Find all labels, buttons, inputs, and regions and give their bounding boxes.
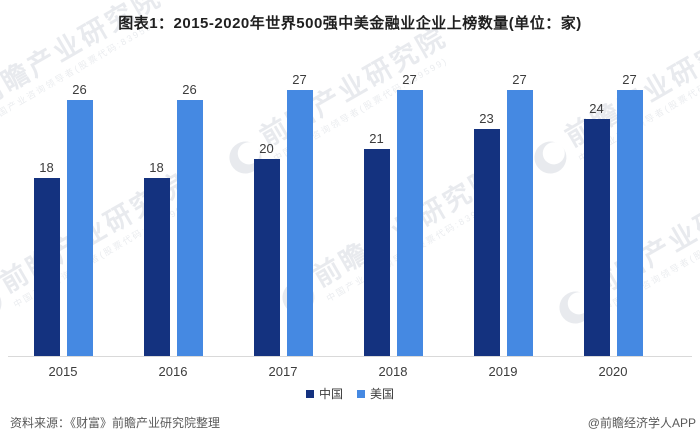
bar-group: 24 27 2020 xyxy=(558,60,668,379)
bar-value-label: 27 xyxy=(622,71,637,87)
legend-swatch-icon xyxy=(305,389,314,398)
bar-中国-2016 xyxy=(143,178,170,356)
legend: 中国 美国 xyxy=(0,385,700,402)
bar-value-label: 20 xyxy=(259,140,274,156)
bar-value-label: 18 xyxy=(39,160,54,176)
footer: 资料来源：《财富》前瞻产业研究院整理 @前瞻经济学人APP xyxy=(10,414,696,431)
bar-value-label: 26 xyxy=(182,81,197,97)
bar-美国-2016 xyxy=(176,99,203,356)
bar-wrap: 18 xyxy=(143,160,170,356)
bar-美国-2019 xyxy=(506,89,533,356)
bar-wrap: 27 xyxy=(396,71,423,356)
bar-group: 18 26 2015 xyxy=(8,60,118,379)
bar-group: 21 27 2018 xyxy=(338,60,448,379)
source-note: 资料来源：《财富》前瞻产业研究院整理 xyxy=(10,416,221,430)
legend-item-中国: 中国 xyxy=(305,385,343,402)
bar-value-label: 26 xyxy=(72,81,87,97)
x-axis-label: 2016 xyxy=(158,364,188,379)
bar-wrap: 27 xyxy=(616,71,643,356)
bar-中国-2020 xyxy=(583,119,610,356)
legend-item-美国: 美国 xyxy=(357,385,394,402)
bar-value-label: 21 xyxy=(369,130,384,146)
x-axis-label: 2020 xyxy=(598,364,628,379)
qianzhan-logo-watermark-icon xyxy=(0,281,8,326)
x-axis-label: 2019 xyxy=(488,364,518,379)
bar-美国-2015 xyxy=(66,99,93,356)
bar-中国-2018 xyxy=(363,148,390,356)
bar-中国-2019 xyxy=(473,129,500,356)
bar-value-label: 27 xyxy=(402,71,417,87)
bar-中国-2017 xyxy=(253,158,280,356)
bar-wrap: 20 xyxy=(253,140,280,356)
bar-value-label: 18 xyxy=(149,160,164,176)
bar-value-label: 23 xyxy=(479,111,494,127)
bar-wrap: 27 xyxy=(286,71,313,356)
legend-label: 中国 xyxy=(318,387,343,401)
bar-wrap: 26 xyxy=(66,81,93,356)
plot-area: 18 26 2015 18 26 2016 20 27 2017 21 27 2018 23 27 2019… xyxy=(8,60,668,379)
bar-wrap: 18 xyxy=(33,160,60,356)
bar-wrap: 21 xyxy=(363,130,390,356)
bar-group: 23 27 2019 xyxy=(448,60,558,379)
bar-wrap: 27 xyxy=(506,71,533,356)
bar-美国-2018 xyxy=(396,89,423,356)
bar-value-label: 24 xyxy=(589,101,604,117)
x-axis-label: 2018 xyxy=(378,364,408,379)
x-axis-line xyxy=(8,356,692,357)
legend-swatch-icon xyxy=(357,389,365,398)
bar-group: 18 26 2016 xyxy=(118,60,228,379)
chart-title: 图表1：2015-2020年世界500强中美金融业企业上榜数量(单位：家) xyxy=(118,15,582,32)
bar-value-label: 27 xyxy=(512,71,527,87)
bar-美国-2020 xyxy=(616,89,643,356)
bar-wrap: 24 xyxy=(583,101,610,356)
bar-中国-2015 xyxy=(33,178,60,356)
x-axis-label: 2015 xyxy=(48,364,78,379)
bar-group: 20 27 2017 xyxy=(228,60,338,379)
credit-note: @前瞻经济学人APP xyxy=(587,416,696,430)
x-axis-label: 2017 xyxy=(268,364,298,379)
bar-value-label: 27 xyxy=(292,71,307,87)
legend-label: 美国 xyxy=(370,387,395,401)
bar-美国-2017 xyxy=(286,89,313,356)
bar-wrap: 26 xyxy=(176,81,203,356)
bar-wrap: 23 xyxy=(473,111,500,356)
